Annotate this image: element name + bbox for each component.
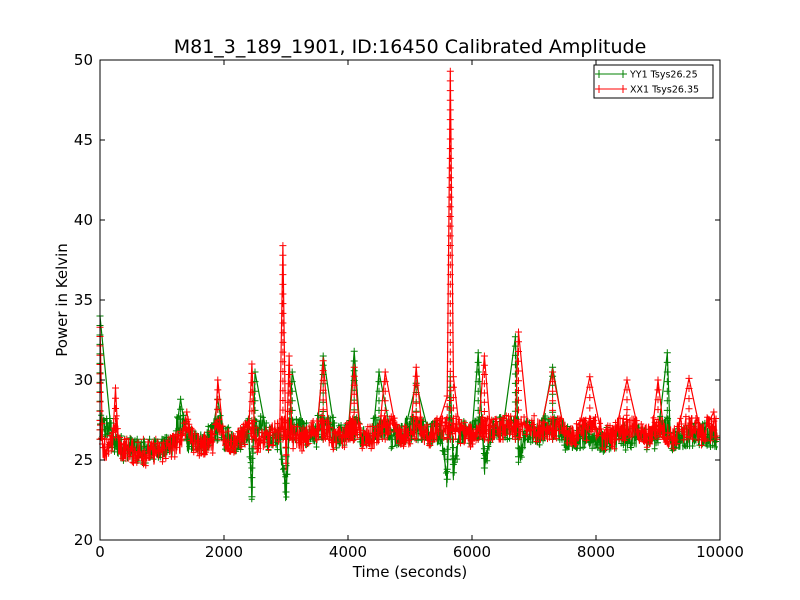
x-tick-label: 8000 (577, 543, 615, 561)
y-tick-label: 30 (74, 371, 93, 389)
data-point (288, 434, 296, 443)
data-point (713, 432, 721, 443)
plot-area (100, 60, 720, 540)
data-point (474, 426, 482, 443)
y-tick-label: 25 (74, 451, 93, 469)
data-point (146, 435, 154, 454)
noise-layer (97, 412, 720, 503)
legend-label-xx1: XX1 Tsys26.35 (630, 85, 699, 96)
legend-label-yy1: YY1 Tsys26.25 (629, 70, 698, 81)
legend-marker-yy1 (595, 70, 627, 78)
y-tick-label: 20 (74, 531, 93, 549)
x-tick-label: 4000 (329, 543, 367, 561)
x-tick-label: 0 (95, 543, 105, 561)
data-point (456, 427, 464, 443)
x-axis: 0 2000 4000 6000 8000 10000 (95, 60, 744, 561)
x-tick-label: 10000 (696, 543, 744, 561)
y-tick-label: 40 (74, 211, 93, 229)
legend-box (593, 64, 714, 99)
legend-marker-xx1 (595, 85, 627, 93)
data-point (158, 435, 166, 451)
x-tick-label: 2000 (205, 543, 243, 561)
data-point (418, 430, 426, 443)
y-axis-label: Power in Kelvin (53, 243, 71, 357)
plot-background (100, 60, 720, 540)
y-tick-label: 35 (74, 291, 93, 309)
y-tick-label: 45 (74, 131, 93, 149)
x-tick-label: 6000 (453, 543, 491, 561)
chart-title: M81_3_189_1901, ID:16450 Calibrated Ampl… (174, 36, 647, 58)
y-tick-label: 50 (74, 51, 93, 69)
data-point (301, 435, 309, 443)
series-noise-1 (97, 412, 720, 471)
x-axis-label: Time (seconds) (352, 563, 468, 581)
legend: YY1 Tsys26.25 XX1 Tsys26.35 (593, 64, 714, 99)
y-axis: 20 25 30 35 40 45 50 (74, 51, 720, 549)
